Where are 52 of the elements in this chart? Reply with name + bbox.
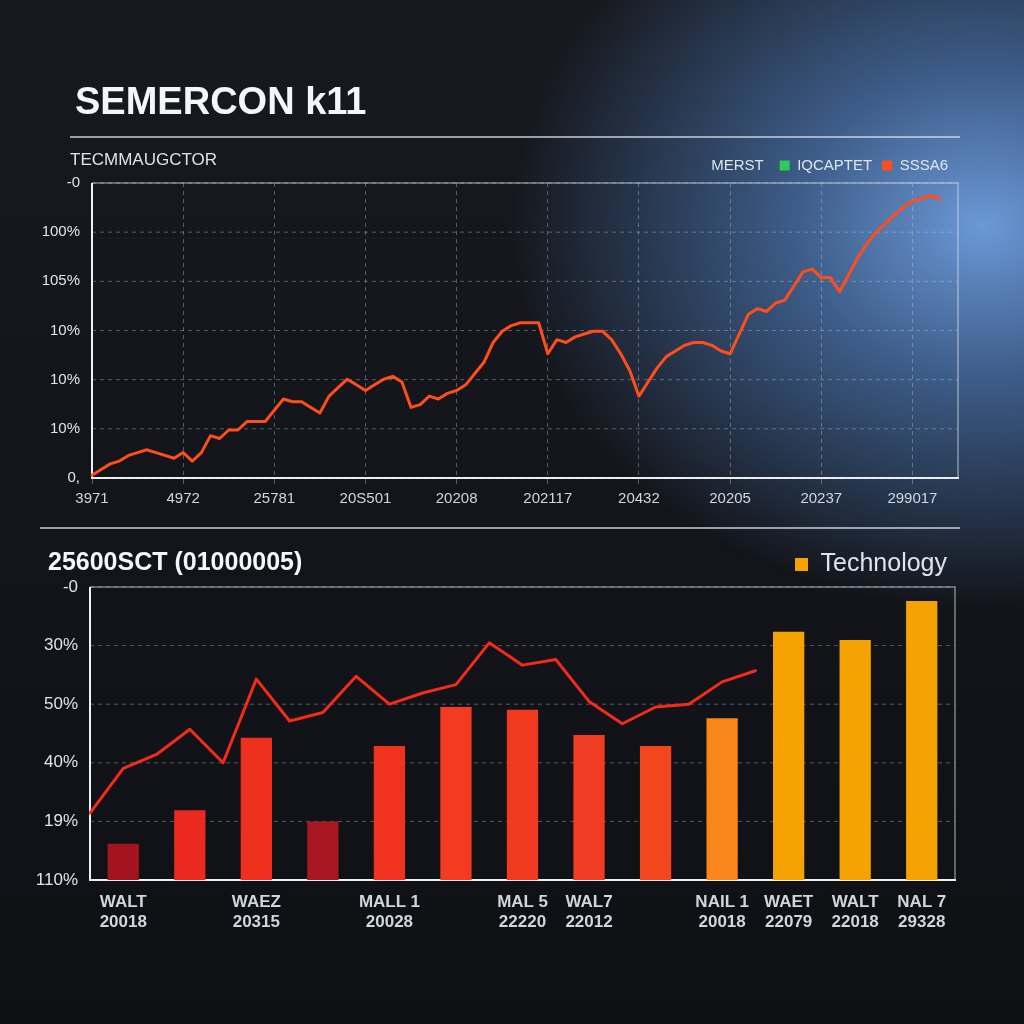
bar — [373, 746, 406, 880]
x-tick-label: 3971 — [75, 489, 109, 507]
text: 10% — [49, 369, 80, 387]
bar — [906, 600, 938, 880]
legend-title: MERST — [711, 155, 764, 173]
text: 10% — [49, 320, 80, 338]
bar — [706, 718, 738, 880]
legend-label: IQCAPTET — [797, 155, 873, 173]
x-tick-label: WALT 20018 — [99, 891, 148, 932]
x-tick-label: 20208 — [435, 489, 478, 507]
legend-label: Technology — [820, 548, 948, 577]
x-tick-label: MALL 1 20028 — [358, 891, 420, 932]
chart-title: SEMERCON k11 — [75, 80, 367, 124]
text: 40% — [43, 752, 78, 772]
bar — [240, 737, 272, 880]
x-tick-label: 20205 — [709, 489, 751, 507]
bar — [440, 706, 472, 880]
x-tick-label: WALT 22018 — [831, 891, 880, 932]
text: 110% — [35, 869, 78, 889]
chart-subtitle: TECMMAUGCTOR — [70, 150, 218, 170]
legend-label: SSSA6 — [899, 155, 949, 173]
x-tick-label: 299017 — [887, 489, 938, 507]
bar — [307, 821, 339, 880]
text: -0 — [66, 173, 80, 191]
x-tick-label: 25781 — [253, 489, 296, 507]
x-tick-label: WAEZ 20315 — [231, 891, 281, 932]
x-tick-label: 20S501 — [339, 489, 392, 507]
x-tick-label: 20237 — [800, 489, 843, 507]
text: 0, — [67, 468, 80, 486]
bar — [506, 709, 539, 880]
x-tick-label: 20432 — [618, 489, 660, 507]
x-tick-label: MAL 5 22220 — [497, 891, 548, 932]
chart-title: 25600SCT (01000005) — [48, 547, 303, 576]
bar — [174, 810, 206, 880]
x-tick-label: WAET 22079 — [764, 891, 814, 932]
bar — [839, 640, 871, 880]
bar — [107, 843, 139, 880]
text: 19% — [43, 811, 78, 831]
text: -0 — [62, 576, 78, 596]
text: 105% — [41, 271, 80, 289]
text: 30% — [43, 635, 78, 655]
text: 50% — [43, 693, 78, 713]
bar — [573, 734, 605, 880]
x-tick-label: WAL7 22012 — [565, 891, 613, 932]
x-tick-label: 4972 — [166, 489, 200, 507]
x-tick-label: 202117 — [523, 489, 573, 507]
x-tick-label: NAIL 1 20018 — [695, 891, 749, 932]
bar — [773, 631, 805, 880]
text: 100% — [41, 222, 80, 240]
bar — [639, 746, 672, 880]
text: 10% — [49, 418, 80, 436]
x-tick-label: NAL 7 29328 — [897, 891, 947, 932]
